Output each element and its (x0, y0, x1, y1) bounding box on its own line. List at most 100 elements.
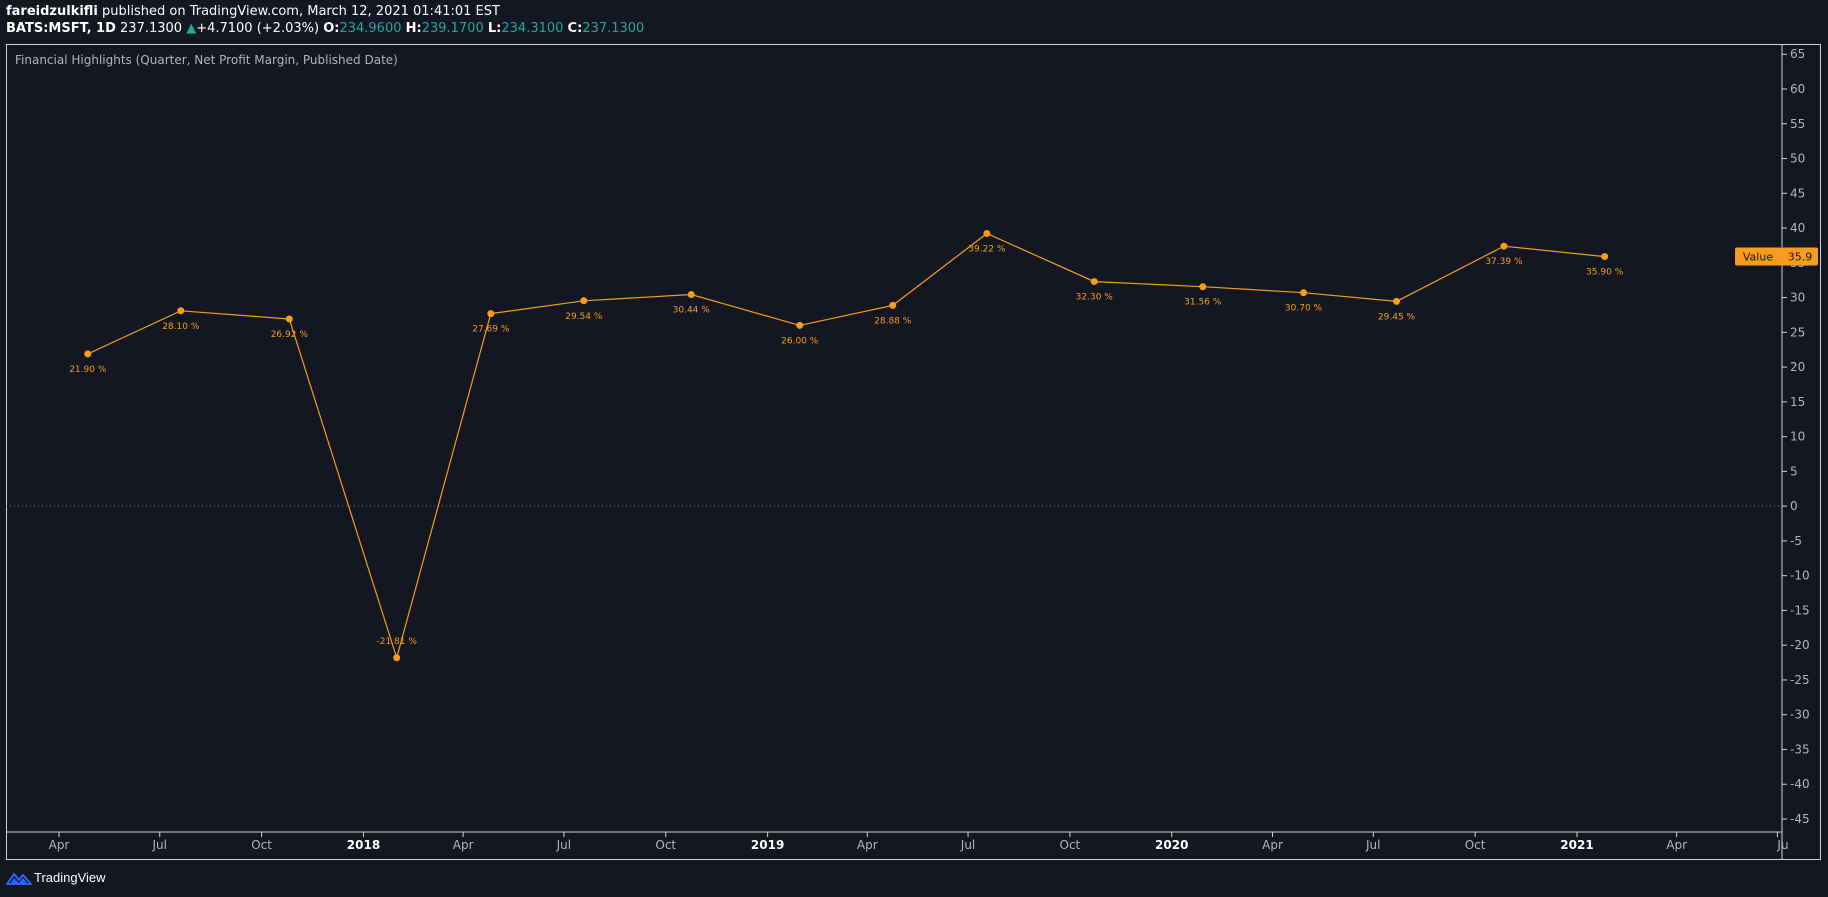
data-label: -21.81 % (376, 637, 417, 647)
time-axis[interactable]: Apr Jul Oct 2018 Apr Jul Oct 2019 Apr Jul Oct 2020 A… (49, 832, 1789, 852)
data-point[interactable] (687, 291, 695, 299)
data-label: 29.45 % (1378, 312, 1416, 322)
x-tick-label: Jul (152, 838, 167, 852)
data-point[interactable] (1500, 242, 1508, 250)
x-tick-label: 2021 (1560, 838, 1593, 852)
last-value-label: 35.9 (1788, 251, 1813, 264)
data-label: 26.92 % (271, 330, 309, 340)
data-label: 21.90 % (69, 365, 107, 375)
x-tick-label: Oct (655, 838, 676, 852)
last-price: 237.1300 (120, 21, 183, 36)
tradingview-brand[interactable]: TradingView (34, 870, 106, 885)
y-tick-label: 65 (1790, 47, 1805, 61)
symbol-line: BATS:MSFT, 1D 237.1300 ▲+4.7100 (+2.03%)… (6, 21, 644, 36)
data-label: 28.88 % (874, 316, 912, 326)
chart-header: fareidzulkifli published on TradingView.… (0, 0, 1828, 44)
y-tick-label: 30 (1790, 291, 1805, 305)
up-arrow-icon: ▲ (186, 21, 197, 36)
data-label: 37.39 % (1485, 257, 1523, 267)
last-value-badge (1782, 247, 1818, 266)
data-label: 30.70 % (1285, 304, 1323, 314)
open-label: O: (323, 21, 340, 36)
y-tick-label: -20 (1790, 638, 1810, 652)
x-tick-label: 2019 (751, 838, 784, 852)
y-tick-label: -40 (1790, 777, 1810, 791)
y-tick-label: 15 (1790, 395, 1805, 409)
data-point[interactable] (1090, 278, 1098, 286)
x-tick-label: Apr (1262, 838, 1283, 852)
y-tick-label: -10 (1790, 569, 1810, 583)
low-value: 234.3100 (501, 21, 564, 36)
data-point[interactable] (983, 229, 991, 237)
data-point[interactable] (84, 350, 92, 358)
data-point[interactable] (1393, 297, 1401, 305)
tradingview-logo-icon[interactable] (6, 870, 32, 886)
y-tick-label: 40 (1790, 221, 1805, 235)
y-tick-label: -15 (1790, 603, 1810, 617)
open-value: 234.9600 (339, 21, 402, 36)
y-tick-label: -45 (1790, 812, 1810, 826)
x-tick-label: Oct (1465, 838, 1486, 852)
chart-title: Financial Highlights (Quarter, Net Profi… (15, 53, 398, 67)
symbol-label[interactable]: BATS:MSFT, 1D (6, 21, 116, 36)
data-point[interactable] (580, 297, 588, 305)
data-label: 35.90 % (1586, 268, 1624, 278)
x-tick-label: Oct (1060, 838, 1081, 852)
chart-canvas[interactable]: Financial Highlights (Quarter, Net Profi… (0, 0, 1828, 860)
x-tick-label: Apr (857, 838, 878, 852)
y-tick-label: 25 (1790, 325, 1805, 339)
x-tick-label: Jul (1365, 838, 1380, 852)
data-point[interactable] (393, 654, 401, 662)
data-point[interactable] (285, 315, 293, 323)
data-label: 30.44 % (673, 306, 711, 316)
chart-frame[interactable] (6, 44, 1821, 860)
data-point[interactable] (487, 310, 495, 318)
data-point[interactable] (1199, 283, 1207, 291)
price-axis[interactable]: 65605550454035302520151050-5-10-15-20-25… (6, 47, 1810, 826)
data-point[interactable] (796, 321, 804, 329)
data-label: 28.10 % (162, 322, 200, 332)
y-tick-label: 0 (1790, 499, 1798, 513)
data-label: 29.54 % (565, 312, 603, 322)
plot-area: 21.90 % 28.10 % 26.92 % -21.81 % 27.69 % 29.5… (69, 229, 1818, 662)
data-point[interactable] (177, 307, 185, 315)
footer: TradingView (0, 860, 1828, 897)
author-name[interactable]: fareidzulkifli (6, 4, 98, 19)
series-name-badge (1735, 247, 1782, 266)
y-tick-label: 55 (1790, 117, 1805, 131)
data-point[interactable] (889, 301, 897, 309)
price-change: +4.7100 (+2.03%) (196, 21, 320, 36)
y-tick-label: -25 (1790, 673, 1810, 687)
data-point[interactable] (1601, 253, 1609, 261)
low-label: L: (487, 21, 502, 36)
data-label: 31.56 % (1184, 298, 1222, 308)
y-tick-label: 60 (1790, 82, 1805, 96)
y-tick-label: -5 (1790, 534, 1802, 548)
high-label: H: (405, 21, 422, 36)
data-label: 32.30 % (1076, 293, 1114, 303)
y-tick-label: 45 (1790, 186, 1805, 200)
x-tick-label: Apr (453, 838, 474, 852)
x-tick-label: 2018 (347, 838, 380, 852)
x-tick-label: Jul (960, 838, 975, 852)
close-value: 237.1300 (582, 21, 645, 36)
data-label: 27.69 % (472, 325, 510, 335)
data-label: 39.22 % (968, 244, 1006, 254)
data-point[interactable] (1300, 289, 1308, 297)
x-tick-label: Oct (251, 838, 272, 852)
data-label: 26.00 % (781, 336, 819, 346)
y-tick-label: 50 (1790, 152, 1805, 166)
x-tick-label: 2020 (1155, 838, 1188, 852)
y-tick-label: 20 (1790, 360, 1805, 374)
x-tick-label: Apr (1666, 838, 1687, 852)
publish-line: fareidzulkifli published on TradingView.… (6, 4, 500, 19)
published-text: published on TradingView.com, March 12, … (102, 4, 500, 19)
x-tick-label: Ju (1776, 838, 1788, 852)
high-value: 239.1700 (421, 21, 484, 36)
y-tick-label: 10 (1790, 430, 1805, 444)
y-tick-label: 5 (1790, 464, 1798, 478)
y-tick-label: -35 (1790, 742, 1810, 756)
x-tick-label: Jul (556, 838, 571, 852)
series-name-badge-label: Value (1743, 251, 1773, 264)
series-line (87, 232, 1605, 660)
